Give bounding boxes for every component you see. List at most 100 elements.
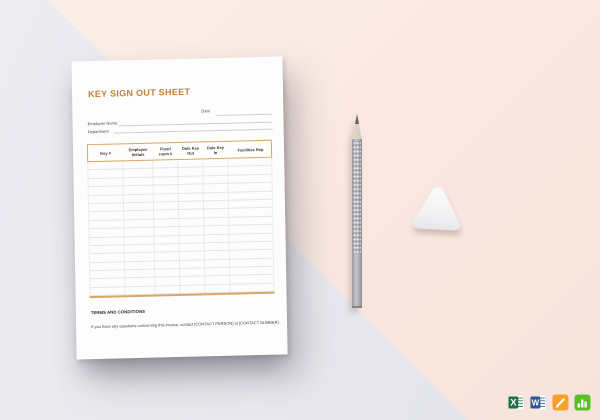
table-cell	[178, 192, 204, 201]
table-cell	[203, 192, 229, 201]
table-cell	[90, 287, 126, 296]
terms-body-text: If you have any questions concerning thi…	[91, 319, 281, 330]
table-header-cell: Employee Initials	[128, 146, 148, 158]
table-cell	[229, 225, 274, 233]
table-cell	[179, 234, 205, 243]
table-cell	[123, 185, 154, 194]
table-cell	[123, 177, 154, 186]
table-cell	[178, 184, 204, 193]
file-format-icons: X W	[508, 394, 591, 411]
table-cell	[229, 183, 274, 191]
table-cell	[178, 176, 204, 185]
excel-icon[interactable]: X	[508, 394, 525, 411]
eraser	[412, 187, 461, 231]
table-body	[87, 157, 275, 297]
table-cell	[123, 168, 154, 178]
pencil-wood-tip	[352, 117, 362, 140]
table-header-cell: Date Key In	[206, 144, 225, 156]
employee-name-fill-line	[118, 121, 273, 126]
table-cell	[123, 202, 155, 211]
table-cell	[179, 218, 205, 227]
table-header-cell: Floor/ room #	[158, 146, 173, 157]
word-letter: W	[532, 398, 540, 407]
table-cell	[203, 183, 229, 192]
eraser-shape	[412, 187, 461, 231]
table-cell	[178, 167, 204, 176]
table-cell	[154, 218, 180, 227]
pencil-grip-dots	[353, 141, 361, 253]
table-cell	[203, 200, 230, 209]
numbers-icon[interactable]	[574, 394, 591, 411]
date-label: Date:	[201, 108, 211, 114]
table-cell	[203, 158, 229, 167]
table-cell	[204, 259, 231, 268]
table-cell	[88, 178, 124, 187]
table-cell	[230, 250, 275, 258]
table-cell	[88, 203, 125, 212]
table-cell	[180, 285, 206, 294]
word-icon[interactable]: W	[530, 394, 547, 411]
table-cell	[89, 228, 125, 237]
numbers-bars	[577, 399, 587, 408]
table-cell	[204, 209, 230, 218]
table-cell	[89, 220, 125, 229]
table-cell	[205, 267, 231, 276]
table-cell	[154, 260, 181, 269]
pencil-body	[352, 139, 362, 308]
table-cell	[179, 226, 205, 235]
table-cell	[88, 194, 124, 204]
table-cell	[153, 168, 179, 177]
table-cell	[178, 201, 205, 210]
table-cell	[205, 276, 231, 285]
table-cell	[230, 275, 275, 283]
table-cell	[179, 260, 206, 269]
table-cell	[229, 216, 274, 224]
table-cell	[125, 286, 156, 295]
employee-name-label: Employee Name:	[87, 120, 119, 127]
table-cell	[89, 211, 125, 220]
excel-letter: X	[510, 398, 517, 409]
table-cell	[203, 167, 229, 176]
table-cell	[124, 227, 155, 236]
table-cell	[123, 160, 154, 169]
table-cell	[228, 166, 273, 174]
table-cell	[155, 277, 181, 286]
table-cell	[228, 174, 273, 182]
table-cell	[153, 159, 179, 168]
page-title: KEY SIGN OUT SHEET	[87, 86, 191, 100]
table-cell	[124, 236, 155, 245]
table-cell	[230, 283, 275, 291]
table-cell	[230, 258, 275, 266]
table-cell	[153, 193, 179, 202]
table-cell	[89, 236, 125, 246]
table-cell	[204, 225, 230, 234]
table-cell	[89, 261, 126, 271]
table-cell	[90, 278, 126, 288]
table-cell	[204, 217, 230, 226]
table-header-cell: Date Key Out	[181, 145, 200, 156]
department-fill-line	[113, 128, 273, 134]
table-cell	[125, 278, 156, 287]
table-cell	[124, 210, 155, 220]
table-cell	[154, 227, 180, 236]
terms-heading: TERMS AND CONDITIONS	[90, 308, 146, 316]
table-cell	[179, 251, 205, 260]
table-cell	[155, 285, 181, 294]
table-cell	[88, 169, 124, 178]
date-fill-line	[216, 113, 273, 117]
table-cell	[153, 185, 179, 194]
table-cell	[154, 243, 180, 252]
table-cell	[124, 252, 155, 261]
pencil	[352, 114, 362, 308]
table-cell	[153, 176, 179, 185]
table-cell	[124, 261, 156, 270]
table-cell	[229, 233, 274, 241]
table-cell	[88, 186, 124, 195]
table-cell	[180, 268, 206, 277]
department-label: Department:	[87, 128, 110, 135]
pages-icon[interactable]	[552, 394, 569, 411]
table-cell	[178, 159, 204, 168]
table-cell	[204, 251, 230, 260]
pages-pencil-tip	[555, 404, 560, 408]
